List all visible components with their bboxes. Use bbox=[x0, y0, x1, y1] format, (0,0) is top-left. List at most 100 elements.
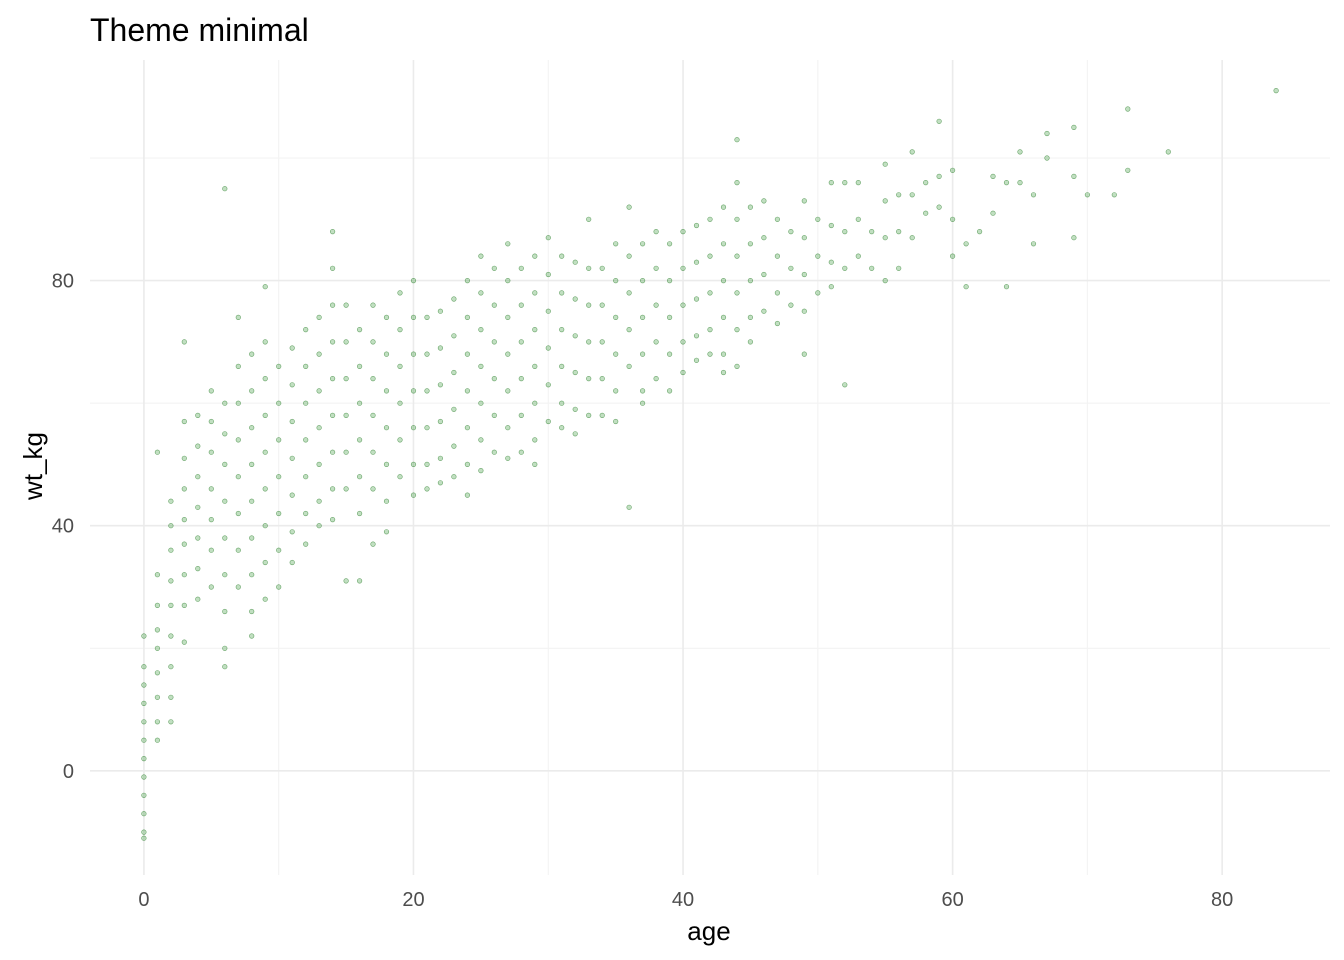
data-point bbox=[734, 363, 740, 370]
data-point bbox=[518, 339, 524, 345]
data-point bbox=[720, 314, 727, 321]
data-point bbox=[289, 529, 295, 535]
data-point bbox=[316, 388, 322, 394]
x-axis-ticks: 0 20 40 60 80 bbox=[138, 889, 1233, 911]
data-point bbox=[976, 229, 983, 235]
data-point bbox=[262, 339, 268, 345]
data-point bbox=[761, 308, 767, 314]
data-point bbox=[882, 198, 888, 204]
data-point bbox=[936, 118, 942, 124]
data-point bbox=[235, 474, 241, 480]
data-point bbox=[1017, 149, 1023, 155]
data-point bbox=[222, 498, 228, 504]
data-point bbox=[235, 547, 241, 553]
x-tick-label: 80 bbox=[1211, 889, 1233, 911]
data-point bbox=[586, 376, 592, 382]
data-point bbox=[410, 388, 417, 394]
data-point bbox=[154, 670, 160, 676]
data-point bbox=[896, 192, 902, 198]
data-point bbox=[303, 363, 309, 370]
data-point bbox=[639, 278, 646, 284]
data-point bbox=[397, 400, 403, 406]
data-point bbox=[276, 363, 282, 370]
data-point bbox=[478, 468, 484, 474]
data-point bbox=[181, 516, 187, 523]
data-point bbox=[451, 406, 457, 412]
data-point bbox=[572, 259, 578, 265]
data-point bbox=[532, 290, 538, 296]
data-point bbox=[491, 339, 497, 345]
data-point bbox=[262, 523, 268, 529]
data-point bbox=[788, 302, 794, 308]
data-point bbox=[774, 216, 781, 222]
data-point bbox=[330, 486, 336, 492]
data-point bbox=[289, 492, 295, 498]
data-point bbox=[707, 216, 713, 222]
data-point bbox=[262, 284, 268, 290]
data-point bbox=[343, 376, 349, 382]
data-point bbox=[222, 400, 228, 406]
data-point bbox=[437, 345, 444, 351]
data-point bbox=[168, 664, 174, 670]
data-point bbox=[491, 302, 497, 308]
data-point bbox=[559, 327, 565, 333]
data-point bbox=[141, 835, 147, 841]
data-point bbox=[276, 474, 282, 480]
data-point bbox=[154, 572, 160, 578]
data-point bbox=[559, 400, 565, 406]
data-point bbox=[586, 265, 592, 271]
data-point bbox=[680, 265, 686, 271]
data-point bbox=[1003, 284, 1010, 290]
data-point bbox=[141, 774, 147, 780]
data-point bbox=[774, 320, 781, 327]
data-point bbox=[383, 498, 390, 504]
data-point bbox=[235, 437, 241, 443]
data-point bbox=[168, 602, 174, 609]
data-point bbox=[572, 296, 578, 302]
data-point bbox=[141, 664, 147, 670]
data-point bbox=[154, 602, 160, 609]
data-point bbox=[1071, 173, 1077, 179]
data-point bbox=[181, 572, 187, 578]
data-point bbox=[801, 351, 807, 357]
data-point bbox=[464, 351, 471, 357]
y-axis-label: wt_kg bbox=[18, 432, 48, 501]
data-point bbox=[330, 376, 336, 382]
data-point bbox=[437, 480, 444, 486]
x-axis-label: age bbox=[687, 916, 730, 946]
data-point bbox=[357, 510, 363, 517]
data-point bbox=[222, 186, 228, 192]
data-point bbox=[195, 443, 201, 449]
data-point bbox=[262, 449, 268, 455]
data-point bbox=[154, 719, 160, 725]
data-point bbox=[1044, 155, 1050, 161]
data-point bbox=[505, 388, 511, 394]
data-point bbox=[949, 216, 956, 222]
data-point bbox=[1071, 124, 1077, 130]
data-point bbox=[639, 314, 646, 321]
grid bbox=[90, 60, 1330, 875]
data-point bbox=[532, 400, 538, 406]
data-point bbox=[249, 535, 255, 541]
data-point bbox=[491, 412, 497, 419]
data-point bbox=[276, 584, 282, 590]
data-point bbox=[181, 602, 187, 609]
data-point bbox=[451, 474, 457, 480]
data-point bbox=[923, 210, 929, 216]
data-point bbox=[235, 314, 241, 321]
data-point bbox=[720, 241, 727, 247]
data-point bbox=[545, 382, 551, 388]
data-point bbox=[410, 461, 417, 468]
data-point bbox=[383, 461, 390, 468]
data-point bbox=[572, 333, 578, 339]
data-point bbox=[639, 241, 646, 247]
data-point bbox=[330, 265, 336, 271]
data-point bbox=[168, 694, 174, 700]
data-point bbox=[801, 271, 807, 278]
data-point bbox=[707, 290, 713, 296]
data-point bbox=[464, 278, 471, 284]
data-point bbox=[626, 363, 632, 370]
data-point bbox=[545, 235, 551, 241]
data-point bbox=[383, 529, 390, 535]
